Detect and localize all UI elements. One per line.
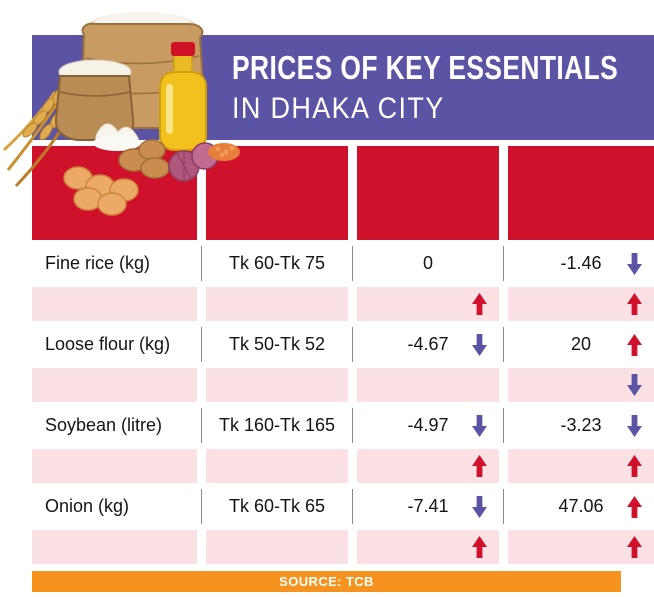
up-arrow-icon [472, 536, 487, 558]
page-title: PRICES OF KEY ESSENTIALS [232, 48, 619, 86]
prices-table: Fine rice (kg) Tk 60-Tk 75 0 -1.46 [32, 146, 654, 564]
change-a-cell: -7.41 [357, 483, 499, 530]
header-cell-change-b [508, 146, 654, 240]
change-a-cell: -4.97 [357, 402, 499, 449]
potatoes-icon [118, 139, 170, 179]
table-row: Fine rice (kg) Tk 60-Tk 75 0 -1.46 [32, 240, 654, 287]
up-arrow-icon [472, 455, 487, 477]
price-range: Tk 160-Tk 165 [218, 415, 336, 435]
onions-icon [168, 142, 219, 182]
table-row: Soybean (litre) Tk 160-Tk 165 -4.97 -3.2… [32, 402, 654, 449]
price-range: Tk 60-Tk 65 [228, 496, 326, 516]
change-b-value: 47.06 [558, 496, 604, 516]
up-arrow-icon [627, 536, 642, 558]
lentils-icon [208, 143, 240, 161]
change-a-cell: 0 [357, 240, 499, 287]
item-name: Fine rice (kg) [45, 253, 151, 273]
separator-row [32, 530, 654, 564]
up-arrow-icon [627, 455, 642, 477]
change-b-cell: 47.06 [508, 483, 654, 530]
down-arrow-icon [627, 252, 642, 275]
change-a-value: -4.97 [407, 415, 449, 435]
down-arrow-icon [627, 414, 642, 437]
change-b-cell: -3.23 [508, 402, 654, 449]
price-range: Tk 50-Tk 52 [228, 334, 326, 354]
change-b-value: 20 [570, 334, 592, 354]
separator-row [32, 287, 654, 321]
change-a-value: -4.67 [407, 334, 449, 354]
source-label: SOURCE: TCB [279, 574, 374, 589]
down-arrow-icon [472, 495, 487, 518]
up-arrow-icon [472, 293, 487, 315]
down-arrow-icon [472, 333, 487, 356]
down-arrow-icon [472, 414, 487, 437]
page-subtitle: IN DHAKA CITY [232, 91, 445, 125]
change-a-value: 0 [422, 253, 433, 273]
eggs-icon [63, 166, 139, 216]
oil-bottle-icon [159, 42, 207, 151]
table-header-row [32, 146, 654, 240]
change-a-cell: -4.67 [357, 321, 499, 368]
change-b-value: -1.46 [560, 253, 602, 273]
separator-row [32, 449, 654, 483]
item-name: Soybean (litre) [45, 415, 163, 435]
food-collage-illustration [2, 12, 240, 216]
change-b-cell: -1.46 [508, 240, 654, 287]
up-arrow-icon [627, 333, 642, 356]
header-cell-change-a [357, 146, 499, 240]
up-arrow-icon [627, 495, 642, 518]
flour-icon [93, 123, 141, 151]
item-name: Loose flour (kg) [45, 334, 171, 354]
table-row: Loose flour (kg) Tk 50-Tk 52 -4.67 20 [32, 321, 654, 368]
change-a-value: -7.41 [407, 496, 449, 516]
rice-sack-small-icon [54, 59, 135, 141]
header-cell-price [206, 146, 348, 240]
up-arrow-icon [627, 293, 642, 315]
separator-row [32, 368, 654, 402]
change-b-value: -3.23 [560, 415, 602, 435]
down-arrow-icon [627, 374, 642, 396]
item-name: Onion (kg) [45, 496, 130, 516]
table-row: Onion (kg) Tk 60-Tk 65 -7.41 47.06 [32, 483, 654, 530]
change-b-cell: 20 [508, 321, 654, 368]
price-range: Tk 60-Tk 75 [228, 253, 326, 273]
source-bar: SOURCE: TCB [32, 571, 621, 592]
